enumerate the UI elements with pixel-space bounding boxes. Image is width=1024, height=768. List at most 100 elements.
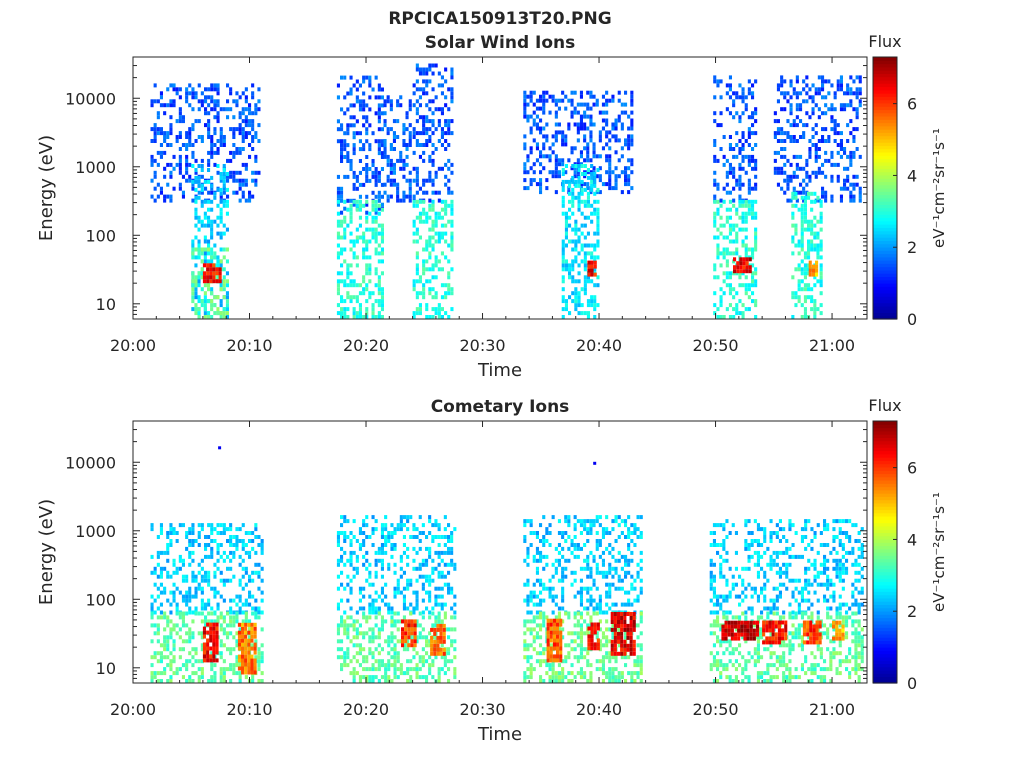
heatmap-cell xyxy=(447,166,451,171)
heatmap-cell xyxy=(849,75,853,80)
heatmap-cell xyxy=(238,186,242,191)
heatmap-cell xyxy=(716,207,720,212)
heatmap-cell xyxy=(415,671,419,676)
heatmap-cell xyxy=(358,590,362,595)
heatmap-cell xyxy=(169,619,173,624)
heatmap-cell xyxy=(368,255,372,260)
heatmap-cell xyxy=(428,663,432,668)
colorbar-segment xyxy=(873,129,897,133)
heatmap-cell xyxy=(222,615,226,620)
heatmap-cell xyxy=(431,143,435,147)
heatmap-cell xyxy=(407,643,411,648)
heatmap-cell xyxy=(846,178,850,183)
heatmap-cell xyxy=(447,287,451,292)
heatmap-cell xyxy=(754,107,758,112)
heatmap-cell xyxy=(849,99,853,104)
heatmap-cell xyxy=(254,170,258,175)
heatmap-cell xyxy=(568,191,572,196)
heatmap-cell xyxy=(368,107,372,112)
heatmap-cell xyxy=(253,658,257,663)
heatmap-cell xyxy=(212,622,216,627)
heatmap-cell xyxy=(156,627,160,632)
heatmap-cell xyxy=(571,187,575,192)
heatmap-cell xyxy=(593,172,597,176)
heatmap-cell xyxy=(450,287,454,292)
heatmap-cell xyxy=(819,271,823,276)
heatmap-cell xyxy=(172,671,176,676)
heatmap-cell xyxy=(244,182,248,187)
heatmap-cell xyxy=(412,311,416,316)
heatmap-cell xyxy=(399,558,403,563)
heatmap-cell xyxy=(203,299,207,304)
heatmap-cell xyxy=(539,154,543,159)
heatmap-cell xyxy=(222,659,226,664)
heatmap-cell xyxy=(803,299,807,304)
heatmap-cell xyxy=(523,186,527,191)
heatmap-cell xyxy=(172,527,176,532)
heatmap-cell xyxy=(232,143,236,147)
heatmap-cell xyxy=(437,311,441,316)
heatmap-cell xyxy=(355,566,359,571)
heatmap-cell xyxy=(576,122,580,127)
heatmap-cell xyxy=(346,131,350,136)
heatmap-cell xyxy=(343,515,347,520)
heatmap-cell xyxy=(437,211,441,216)
heatmap-cell xyxy=(561,259,565,264)
heatmap-cell xyxy=(568,179,572,184)
heatmap-cell xyxy=(396,99,400,104)
heatmap-cell xyxy=(824,111,828,116)
heatmap-cell xyxy=(551,667,555,672)
heatmap-cell xyxy=(742,265,746,270)
heatmap-cell xyxy=(811,272,815,277)
heatmap-cell xyxy=(444,255,448,260)
heatmap-cell xyxy=(393,623,397,628)
heatmap-cell xyxy=(789,83,793,88)
heatmap-cell xyxy=(583,523,587,528)
heatmap-cell xyxy=(204,186,208,191)
heatmap-cell xyxy=(410,623,414,628)
heatmap-cell xyxy=(210,207,214,212)
heatmap-cell xyxy=(229,127,233,132)
heatmap-cell xyxy=(590,299,594,304)
heatmap-cell xyxy=(200,523,204,528)
heatmap-cell xyxy=(349,639,353,644)
heatmap-cell xyxy=(849,103,853,108)
heatmap-cell xyxy=(561,172,565,176)
heatmap-cell xyxy=(346,283,350,288)
heatmap-cell xyxy=(207,215,211,220)
heatmap-cell xyxy=(576,543,580,547)
x-tick-label: 20:40 xyxy=(576,336,622,355)
heatmap-cell xyxy=(194,651,198,656)
heatmap-cell xyxy=(253,670,257,675)
heatmap-cell xyxy=(209,646,213,651)
heatmap-cell xyxy=(447,539,451,543)
heatmap-cell xyxy=(799,190,803,195)
heatmap-cell xyxy=(422,123,426,128)
heatmap-cell xyxy=(589,130,593,135)
heatmap-cell xyxy=(407,623,411,628)
heatmap-cell xyxy=(827,107,831,112)
heatmap-cell xyxy=(593,191,597,196)
heatmap-cell xyxy=(561,199,565,204)
colorbar-segment xyxy=(873,282,897,287)
heatmap-cell xyxy=(589,114,593,119)
heatmap-cell xyxy=(216,111,220,116)
heatmap-cell xyxy=(725,263,729,268)
heatmap-cell xyxy=(633,523,637,528)
heatmap-cell xyxy=(257,139,261,143)
heatmap-cell xyxy=(744,243,748,248)
heatmap-cell xyxy=(247,638,251,643)
heatmap-cell xyxy=(523,106,527,111)
heatmap-cell xyxy=(175,162,179,167)
heatmap-cell xyxy=(583,146,587,151)
heatmap-cell xyxy=(598,602,602,607)
heatmap-cell xyxy=(374,667,378,672)
heatmap-cell xyxy=(529,619,533,624)
heatmap-cell xyxy=(384,523,388,528)
heatmap-cell xyxy=(150,602,154,607)
heatmap-cell xyxy=(747,207,751,212)
heatmap-cell xyxy=(210,303,214,308)
heatmap-cell xyxy=(215,650,219,655)
heatmap-cell xyxy=(188,679,192,683)
heatmap-cell xyxy=(437,671,441,676)
